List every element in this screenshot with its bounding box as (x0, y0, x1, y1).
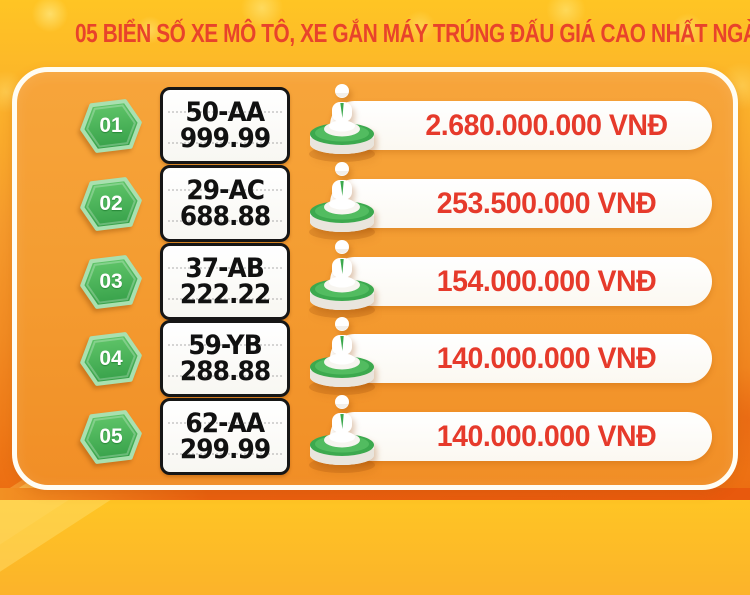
rank-badge: 05 (79, 407, 143, 467)
plate-number: 688.88 (179, 200, 271, 232)
auctioneer-podium-icon (303, 78, 381, 164)
rank-number: 01 (99, 114, 123, 137)
auctioneer-podium-icon (303, 389, 381, 475)
ranking-row-4: 04 59-YB 288.88 140.000.000 VNĐ (17, 320, 733, 398)
bottom-border-strip (0, 488, 750, 500)
auctioneer-podium-icon (303, 234, 381, 320)
price-text: 2.680.000.000 VNĐ (425, 108, 669, 142)
plate-number: 222.22 (179, 278, 271, 310)
rank-number: 05 (99, 425, 123, 448)
auctioneer-podium-icon (303, 156, 381, 242)
license-plate: 59-YB 288.88 (160, 320, 290, 397)
plate-number: 288.88 (179, 355, 271, 387)
price-text: 253.500.000 VNĐ (437, 186, 657, 220)
license-plate: 50-AA 999.99 (160, 87, 290, 164)
price-text: 140.000.000 VNĐ (437, 341, 657, 375)
price-text: 140.000.000 VNĐ (437, 419, 657, 453)
price-text: 154.000.000 VNĐ (437, 264, 657, 298)
license-plate: 29-AC 688.88 (160, 165, 290, 242)
rank-number: 03 (99, 270, 123, 293)
ranking-row-2: 02 29-AC 688.88 253.500.000 VNĐ (17, 165, 733, 243)
license-plate: 37-AB 222.22 (160, 243, 290, 320)
price-pill: 140.000.000 VNĐ (330, 334, 712, 383)
ranking-row-1: 01 50-AA 999.99 2.680.000.000 VNĐ (17, 87, 733, 165)
plate-number: 299.99 (179, 433, 271, 465)
rank-number: 02 (99, 192, 123, 215)
license-plate: 62-AA 299.99 (160, 398, 290, 475)
rank-number: 04 (99, 347, 123, 370)
ranking-panel: 01 50-AA 999.99 2.680.000.000 VNĐ 02 29-… (12, 67, 738, 490)
rank-badge: 03 (79, 252, 143, 312)
rank-badge: 04 (79, 329, 143, 389)
rank-badge: 02 (79, 174, 143, 234)
price-pill: 2.680.000.000 VNĐ (330, 101, 712, 150)
price-pill: 154.000.000 VNĐ (330, 257, 712, 306)
ranking-row-5: 05 62-AA 299.99 140.000.000 VNĐ (17, 398, 733, 476)
price-pill: 140.000.000 VNĐ (330, 412, 712, 461)
plate-number: 999.99 (179, 122, 271, 154)
price-pill: 253.500.000 VNĐ (330, 179, 712, 228)
rank-badge: 01 (79, 96, 143, 156)
page-title: 05 BIỂN SỐ XE MÔ TÔ, XE GẮN MÁY TRÚNG ĐẤ… (75, 18, 750, 48)
ranking-row-3: 03 37-AB 222.22 154.000.000 VNĐ (17, 243, 733, 321)
auctioneer-podium-icon (303, 311, 381, 397)
